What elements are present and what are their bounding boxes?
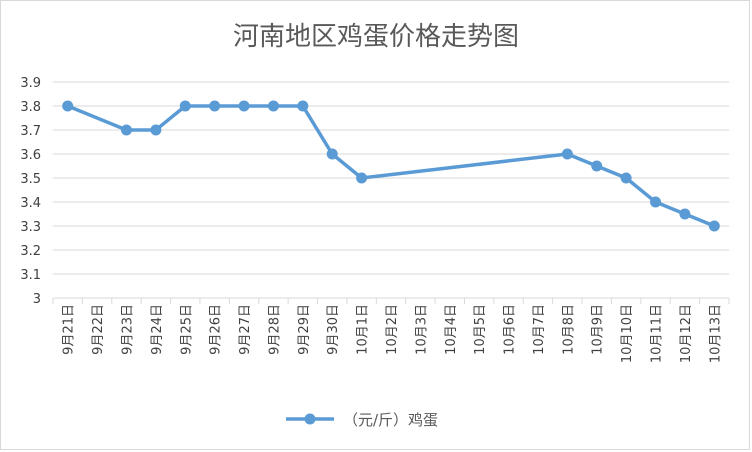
data-point	[356, 172, 368, 184]
x-tick-label: 10月6日	[503, 304, 518, 355]
y-tick-label: 3.2	[20, 244, 41, 259]
chart-title: 河南地区鸡蛋价格走势图	[233, 22, 519, 52]
x-tick-label: 9月26日	[209, 304, 224, 355]
x-axis-ticks: 9月21日 9月22日 9月23日 9月24日 9月25日 9月26日 9月27日 9月28日…	[52, 298, 730, 363]
data-point	[297, 100, 309, 112]
data-point	[209, 100, 221, 112]
data-point	[650, 196, 662, 208]
x-tick-label: 10月11日	[650, 304, 665, 363]
data-point	[591, 160, 603, 172]
data-point	[150, 124, 162, 136]
y-tick-label: 3	[33, 292, 41, 307]
x-tick-label: 9月23日	[120, 304, 135, 355]
y-tick-label: 3.9	[20, 76, 41, 91]
legend-marker-swatch	[304, 413, 316, 425]
x-tick-label: 10月1日	[356, 304, 371, 355]
x-tick-label: 10月8日	[561, 304, 576, 355]
x-tick-label: 9月21日	[62, 304, 77, 355]
x-tick-label: 10月4日	[444, 304, 459, 355]
data-point	[238, 100, 250, 112]
data-point	[267, 100, 279, 112]
x-tick-label: 10月10日	[620, 304, 635, 363]
data-point	[679, 208, 691, 220]
data-point	[708, 220, 720, 232]
x-tick-label: 9月22日	[91, 304, 106, 355]
x-tick-label: 10月13日	[708, 304, 723, 363]
data-point	[62, 100, 74, 112]
data-point	[620, 172, 632, 184]
y-tick-label: 3.8	[20, 100, 41, 115]
y-tick-label: 3.5	[20, 172, 41, 187]
data-point	[120, 124, 132, 136]
x-tick-label: 9月28日	[267, 304, 282, 355]
x-tick-label: 10月3日	[414, 304, 429, 355]
legend: （元/斤）鸡蛋	[286, 411, 438, 429]
y-axis-ticks: 3 3.1 3.2 3.3 3.4 3.5 3.6 3.7 3.8 3.9	[20, 76, 41, 307]
series-layer	[62, 100, 720, 232]
legend-entry: （元/斤）鸡蛋	[343, 411, 438, 429]
x-tick-label: 10月12日	[679, 304, 694, 363]
data-point	[326, 148, 338, 160]
y-tick-label: 3.3	[20, 220, 41, 235]
x-tick-label: 10月5日	[473, 304, 488, 355]
gridlines	[53, 81, 729, 299]
y-tick-label: 3.7	[20, 124, 41, 139]
x-tick-label: 9月24日	[150, 304, 165, 355]
x-tick-label: 10月9日	[591, 304, 606, 355]
data-point	[561, 148, 573, 160]
x-tick-label: 9月30日	[326, 304, 341, 355]
x-tick-label: 10月2日	[385, 304, 400, 355]
x-tick-label: 10月7日	[532, 304, 547, 355]
data-point	[179, 100, 191, 112]
y-tick-label: 3.4	[20, 196, 41, 211]
x-tick-label: 9月25日	[179, 304, 194, 355]
y-tick-label: 3.6	[20, 148, 41, 163]
x-tick-label: 9月27日	[238, 304, 253, 355]
y-tick-label: 3.1	[20, 268, 41, 283]
series-line	[67, 104, 715, 228]
x-tick-label: 9月29日	[297, 304, 312, 355]
